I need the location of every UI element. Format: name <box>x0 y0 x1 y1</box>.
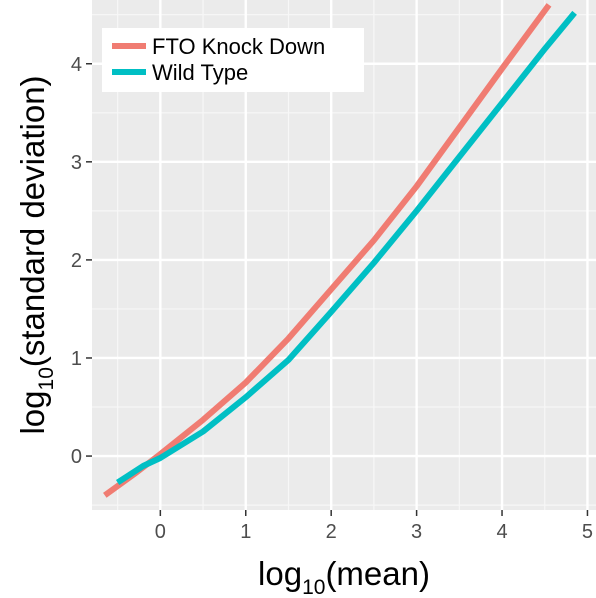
grid-major <box>92 0 596 510</box>
x-tick-label: 4 <box>496 521 507 543</box>
x-axis-title-rest: (mean) <box>325 555 430 592</box>
y-tick-label: 1 <box>71 348 82 370</box>
y-axis-title-rest: (standard deviation) <box>14 75 51 367</box>
x-tick-label: 5 <box>582 521 593 543</box>
x-axis-ticks: 0 1 2 3 4 5 <box>155 510 593 543</box>
y-axis-ticks: 0 1 2 3 4 <box>71 54 92 468</box>
legend-label-fto-knock-down: FTO Knock Down <box>152 34 325 59</box>
x-tick-label: 0 <box>155 521 166 543</box>
y-axis-title-subscript: 10 <box>35 367 58 390</box>
x-axis-title: log10(mean) <box>258 555 430 598</box>
x-tick-label: 1 <box>240 521 251 543</box>
x-axis-title-subscript: 10 <box>302 576 325 598</box>
legend-label-wild-type: Wild Type <box>152 60 248 85</box>
y-tick-label: 0 <box>71 446 82 468</box>
y-tick-label: 4 <box>71 54 82 76</box>
y-tick-label: 2 <box>71 250 82 272</box>
x-tick-label: 3 <box>411 521 422 543</box>
legend-background <box>102 28 364 92</box>
legend: FTO Knock Down Wild Type <box>102 28 364 92</box>
x-axis-title-base: log <box>258 555 302 592</box>
y-tick-label: 3 <box>71 152 82 174</box>
series-line-wild-type <box>115 10 577 486</box>
series-lines <box>103 3 577 498</box>
x-tick-label: 2 <box>326 521 337 543</box>
y-axis-title: log10(standard deviation) <box>14 75 58 434</box>
y-axis-title-base: log <box>14 390 51 434</box>
